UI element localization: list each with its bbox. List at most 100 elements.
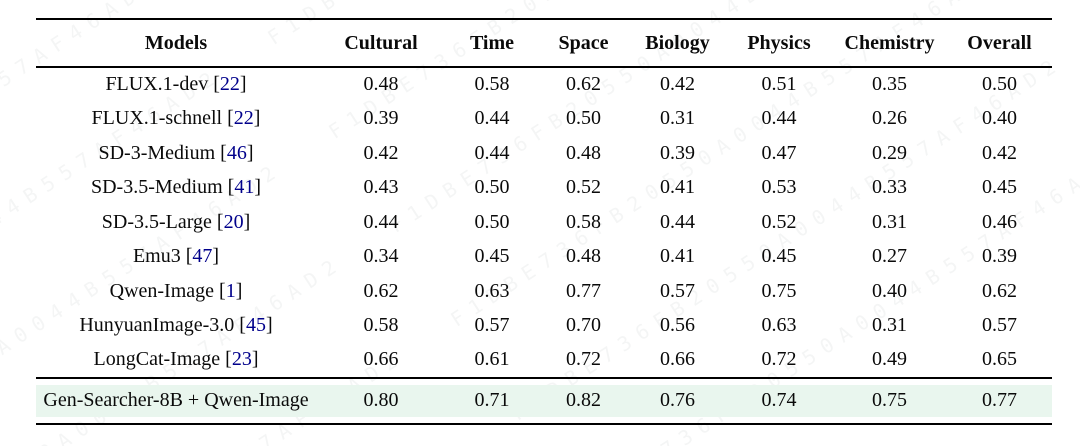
metric-cell: 0.42 — [660, 73, 695, 96]
metric-cell: 0.45 — [474, 245, 510, 268]
column-header-cultural: Cultural — [316, 19, 446, 68]
metric-cell: 0.40 — [982, 107, 1017, 130]
metric-cell: 0.48 — [566, 245, 601, 268]
model-cell: LongCat-Image23 — [36, 343, 316, 378]
table-row: SD-3.5-Large20 0.44 0.50 0.58 0.44 0.52 … — [36, 205, 1052, 240]
citation-link[interactable]: 23 — [220, 348, 258, 370]
metric-cell: 0.42 — [982, 141, 1017, 164]
table-row: Qwen-Image1 0.62 0.63 0.77 0.57 0.75 0.4… — [36, 274, 1052, 309]
metric-cell: 0.62 — [566, 73, 601, 96]
metric-cell: 0.58 — [566, 210, 601, 233]
model-name: HunyuanImage-3.0 — [79, 314, 235, 337]
metric-cell: 0.62 — [363, 279, 399, 302]
metric-cell: 0.66 — [660, 348, 695, 371]
metric-cell: 0.49 — [872, 348, 907, 371]
metric-cell: 0.63 — [474, 279, 510, 302]
metric-cell: 0.58 — [474, 73, 510, 96]
metric-cell: 0.56 — [660, 314, 695, 337]
model-name: SD-3-Medium — [98, 141, 216, 164]
model-cell: SD-3.5-Medium41 — [36, 171, 316, 206]
model-name: Gen-Searcher-8B + Qwen-Image — [43, 389, 309, 411]
metric-cell: 0.31 — [872, 210, 907, 233]
citation-link[interactable]: 41 — [223, 176, 261, 198]
citation-link[interactable]: 1 — [214, 280, 242, 302]
citation-link[interactable]: 20 — [212, 211, 250, 233]
column-header-biology: Biology — [629, 19, 726, 68]
metric-cell: 0.66 — [363, 348, 399, 371]
metric-cell: 0.50 — [982, 73, 1017, 96]
model-name: FLUX.1-schnell — [91, 107, 223, 130]
citation-link[interactable]: 46 — [215, 142, 253, 164]
metric-cell: 0.39 — [982, 245, 1017, 268]
model-cell: Qwen-Image1 — [36, 274, 316, 309]
model-name: LongCat-Image — [93, 348, 221, 371]
metric-cell: 0.48 — [566, 141, 601, 164]
metric-cell: 0.57 — [982, 314, 1017, 337]
model-cell: HunyuanImage-3.045 — [36, 309, 316, 344]
model-cell: Gen-Searcher-8B + Qwen-Image — [36, 376, 316, 424]
metric-cell: 0.44 — [761, 107, 797, 130]
metric-cell: 0.72 — [566, 348, 601, 371]
column-header-physics: Physics — [726, 19, 832, 68]
metric-cell: 0.72 — [761, 348, 797, 371]
metric-cell: 0.27 — [872, 245, 907, 268]
model-name: SD-3.5-Medium — [90, 176, 223, 199]
metric-cell: 0.52 — [566, 176, 601, 199]
column-header-overall: Overall — [947, 19, 1052, 68]
metric-cell: 0.75 — [832, 376, 947, 424]
metric-cell: 0.46 — [982, 210, 1017, 233]
metric-cell: 0.70 — [566, 314, 601, 337]
metric-cell: 0.42 — [363, 141, 399, 164]
citation-link[interactable]: 22 — [208, 73, 246, 95]
table-row: FLUX.1-schnell22 0.39 0.44 0.50 0.31 0.4… — [36, 102, 1052, 137]
model-cell: FLUX.1-schnell22 — [36, 102, 316, 137]
metric-cell: 0.80 — [316, 376, 446, 424]
metric-cell: 0.77 — [947, 376, 1052, 424]
metric-cell: 0.44 — [363, 210, 399, 233]
citation-link[interactable]: 45 — [234, 314, 272, 336]
metric-cell: 0.44 — [474, 107, 510, 130]
citation-link[interactable]: 47 — [181, 245, 219, 267]
table-row: SD-3.5-Medium41 0.43 0.50 0.52 0.41 0.53… — [36, 171, 1052, 206]
metric-cell: 0.40 — [872, 279, 907, 302]
metric-cell: 0.62 — [982, 279, 1017, 302]
table-row: LongCat-Image23 0.66 0.61 0.72 0.66 0.72… — [36, 343, 1052, 378]
metric-cell: 0.51 — [761, 73, 797, 96]
metric-cell: 0.35 — [872, 73, 907, 96]
metric-cell: 0.45 — [982, 176, 1017, 199]
metric-cell: 0.58 — [363, 314, 399, 337]
metric-cell: 0.26 — [872, 107, 907, 130]
model-cell: SD-3.5-Large20 — [36, 205, 316, 240]
metric-cell: 0.31 — [872, 314, 907, 337]
model-cell: SD-3-Medium46 — [36, 136, 316, 171]
metric-cell: 0.39 — [363, 107, 399, 130]
model-name: Qwen-Image — [109, 279, 215, 302]
benchmark-results-table: Models Cultural Time Space Biology Physi… — [36, 18, 1052, 425]
table-row: FLUX.1-dev22 0.48 0.58 0.62 0.42 0.51 0.… — [36, 67, 1052, 102]
column-header-time: Time — [446, 19, 538, 68]
table-row: SD-3-Medium46 0.42 0.44 0.48 0.39 0.47 0… — [36, 136, 1052, 171]
metric-cell: 0.77 — [566, 279, 601, 302]
metric-cell: 0.63 — [761, 314, 797, 337]
metric-cell: 0.43 — [363, 176, 399, 199]
metric-cell: 0.61 — [474, 348, 510, 371]
model-name: SD-3.5-Large — [101, 210, 212, 233]
column-header-models: Models — [36, 19, 316, 68]
table-row: HunyuanImage-3.045 0.58 0.57 0.70 0.56 0… — [36, 309, 1052, 344]
table-row-highlighted: Gen-Searcher-8B + Qwen-Image 0.80 0.71 0… — [36, 376, 1052, 424]
model-name: Emu3 — [132, 245, 181, 268]
column-header-space: Space — [538, 19, 629, 68]
model-cell: FLUX.1-dev22 — [36, 67, 316, 102]
citation-link[interactable]: 22 — [222, 107, 260, 129]
table-row: Emu347 0.34 0.45 0.48 0.41 0.45 0.27 0.3… — [36, 240, 1052, 275]
metric-cell: 0.82 — [538, 376, 629, 424]
metric-cell: 0.29 — [872, 141, 907, 164]
metric-cell: 0.71 — [446, 376, 538, 424]
metric-cell: 0.41 — [660, 176, 695, 199]
table-header-row: Models Cultural Time Space Biology Physi… — [36, 19, 1052, 68]
model-cell: Emu347 — [36, 240, 316, 275]
metric-cell: 0.76 — [629, 376, 726, 424]
metric-cell: 0.44 — [660, 210, 695, 233]
metric-cell: 0.74 — [726, 376, 832, 424]
